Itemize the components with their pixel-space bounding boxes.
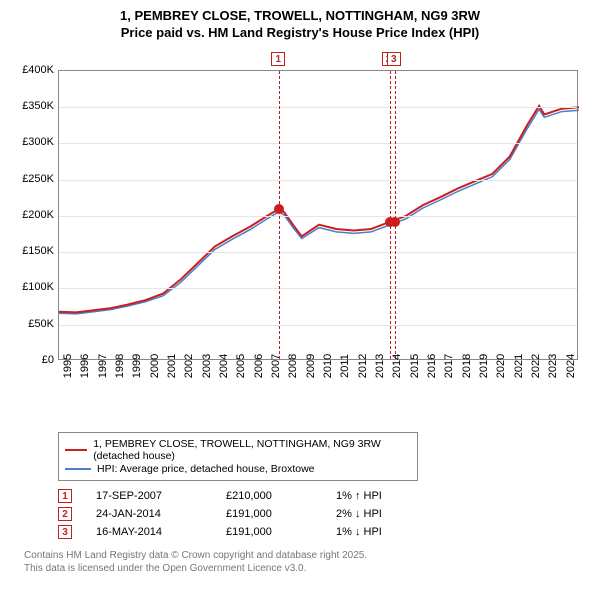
x-tick-label: 2017 [443,354,455,378]
x-tick-label: 2023 [547,354,559,378]
sale-row-marker: 1 [58,489,72,503]
sale-marker-label: 3 [387,52,401,66]
sales-table: 1 17-SEP-2007£210,0001% ↑ HPI 2 24-JAN-2014… [58,489,588,539]
gridline [59,252,577,253]
sale-point [390,217,400,227]
x-tick-label: 2020 [495,354,507,378]
gridline [59,143,577,144]
sale-row: 3 16-MAY-2014£191,0001% ↓ HPI [58,525,588,539]
sale-hpi: 1% ↓ HPI [336,526,446,538]
x-tick-label: 1996 [79,354,91,378]
x-tick-label: 2010 [322,354,334,378]
legend-item: HPI: Average price, detached house, Brox… [65,463,411,475]
y-tick-label: £400K [12,64,54,76]
x-tick-label: 2000 [149,354,161,378]
x-tick-label: 1997 [97,354,109,378]
x-tick-label: 2008 [287,354,299,378]
y-tick-label: £50K [12,318,54,330]
y-tick-label: £200K [12,209,54,221]
sale-price: £210,000 [226,490,336,502]
x-tick-label: 1998 [114,354,126,378]
legend: 1, PEMBREY CLOSE, TROWELL, NOTTINGHAM, N… [58,432,418,481]
gridline [59,288,577,289]
y-tick-label: £100K [12,281,54,293]
chart-container: £0 £50K £100K £150K £200K £250K £300K £350K £400… [12,46,588,426]
x-tick-label: 2009 [305,354,317,378]
sale-hpi: 2% ↓ HPI [336,508,446,520]
x-tick-label: 2019 [478,354,490,378]
attribution-line-2: This data is licensed under the Open Gov… [24,562,588,576]
x-tick-label: 2007 [270,354,282,378]
sale-point [274,204,284,214]
y-tick-label: £350K [12,100,54,112]
x-tick-label: 2015 [409,354,421,378]
x-tick-label: 2006 [253,354,265,378]
gridline [59,180,577,181]
x-tick-label: 2002 [183,354,195,378]
sale-date: 24-JAN-2014 [96,508,226,520]
x-tick-label: 1995 [62,354,74,378]
series-price_paid [59,106,579,313]
title-line-1: 1, PEMBREY CLOSE, TROWELL, NOTTINGHAM, N… [12,8,588,25]
sale-hpi: 1% ↑ HPI [336,490,446,502]
legend-label: 1, PEMBREY CLOSE, TROWELL, NOTTINGHAM, N… [93,438,411,462]
x-tick-label: 2021 [513,354,525,378]
legend-item: 1, PEMBREY CLOSE, TROWELL, NOTTINGHAM, N… [65,438,411,462]
sale-marker-label: 1 [271,52,285,66]
y-tick-label: £150K [12,245,54,257]
x-tick-label: 2024 [565,354,577,378]
sale-date: 16-MAY-2014 [96,526,226,538]
x-tick-label: 2005 [235,354,247,378]
legend-swatch [65,449,87,451]
title-line-2: Price paid vs. HM Land Registry's House … [12,25,588,42]
series-hpi [59,109,579,314]
x-tick-label: 2004 [218,354,230,378]
gridline [59,216,577,217]
sale-price: £191,000 [226,508,336,520]
x-tick-label: 2016 [426,354,438,378]
sale-date: 17-SEP-2007 [96,490,226,502]
chart-title: 1, PEMBREY CLOSE, TROWELL, NOTTINGHAM, N… [12,8,588,42]
sale-marker-line [279,71,280,359]
gridline [59,107,577,108]
x-tick-label: 2001 [166,354,178,378]
sale-marker-line [390,71,391,359]
attribution: Contains HM Land Registry data © Crown c… [24,549,588,576]
x-tick-label: 2018 [461,354,473,378]
y-tick-label: £300K [12,136,54,148]
x-tick-label: 1999 [131,354,143,378]
legend-swatch [65,468,91,470]
x-tick-label: 2013 [374,354,386,378]
sale-row-marker: 2 [58,507,72,521]
x-tick-label: 2022 [530,354,542,378]
sale-marker-line [395,71,396,359]
x-tick-label: 2012 [357,354,369,378]
attribution-line-1: Contains HM Land Registry data © Crown c… [24,549,588,563]
sale-row-marker: 3 [58,525,72,539]
sale-price: £191,000 [226,526,336,538]
x-tick-label: 2014 [391,354,403,378]
sale-row: 2 24-JAN-2014£191,0002% ↓ HPI [58,507,588,521]
x-tick-label: 2011 [339,354,351,378]
y-tick-label: £0 [12,354,54,366]
legend-label: HPI: Average price, detached house, Brox… [97,463,315,475]
x-tick-label: 2003 [201,354,213,378]
plot-area [58,70,578,360]
gridline [59,325,577,326]
sale-row: 1 17-SEP-2007£210,0001% ↑ HPI [58,489,588,503]
y-tick-label: £250K [12,173,54,185]
